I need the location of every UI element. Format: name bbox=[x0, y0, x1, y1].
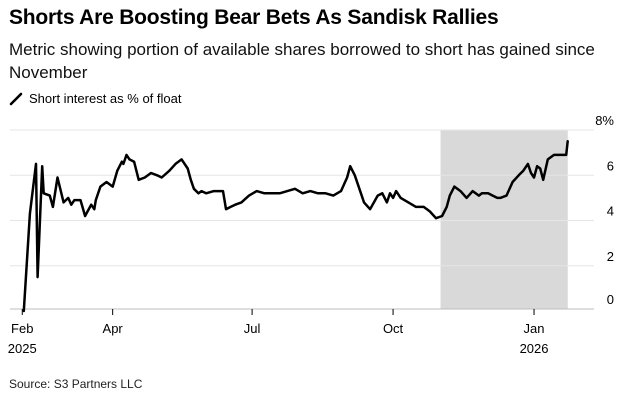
x-tick-label: Jul bbox=[244, 321, 261, 336]
chart-subtitle: Metric showing portion of available shar… bbox=[9, 40, 595, 82]
x-tick-label: Oct bbox=[383, 321, 404, 336]
y-tick-label: 2 bbox=[607, 249, 614, 264]
source-note: Source: S3 Partners LLC bbox=[9, 377, 143, 391]
y-tick-label: 8% bbox=[595, 113, 614, 128]
series-line bbox=[22, 140, 569, 313]
x-tick-label: Apr bbox=[103, 321, 124, 336]
y-tick-label: 6 bbox=[607, 158, 614, 173]
y-tick-label: 4 bbox=[607, 204, 614, 219]
x-tick-label: Feb bbox=[11, 321, 33, 336]
legend-label: Short interest as % of float bbox=[29, 91, 182, 106]
x-tick-year-label: 2026 bbox=[520, 341, 549, 356]
legend-line-icon bbox=[9, 92, 23, 105]
x-tick-year-label: 2025 bbox=[8, 341, 37, 356]
y-tick-label: 0 bbox=[607, 292, 614, 307]
x-tick-label: Jan bbox=[524, 321, 545, 336]
shaded-region bbox=[440, 130, 568, 309]
chart-title: Shorts Are Boosting Bear Bets As Sandisk… bbox=[9, 6, 499, 29]
legend: Short interest as % of float bbox=[9, 91, 181, 106]
